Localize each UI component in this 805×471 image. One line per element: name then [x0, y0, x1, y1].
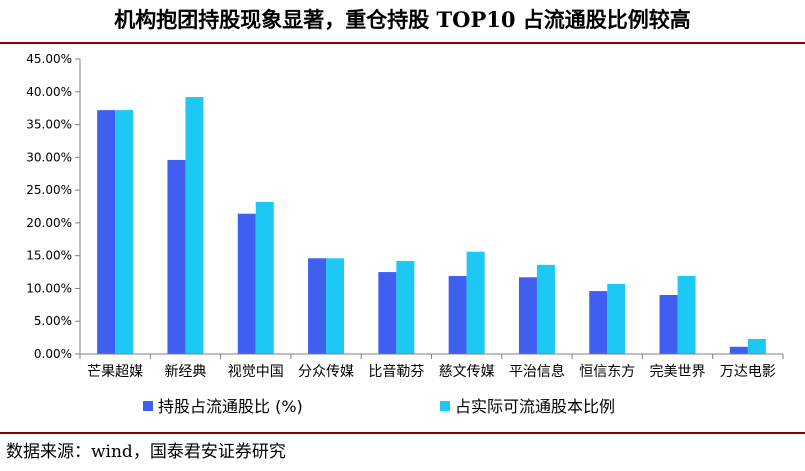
bar — [448, 275, 467, 354]
x-category-label: 慈文传媒 — [439, 364, 495, 380]
bar — [308, 258, 327, 354]
y-tick-label: 5.00% — [34, 314, 72, 328]
x-category-label: 平治信息 — [509, 363, 565, 380]
x-category-label: 新经典 — [164, 364, 206, 380]
bar — [589, 291, 608, 354]
x-category-label: 完美世界 — [650, 364, 706, 380]
y-tick-label: 35.00% — [26, 118, 72, 132]
x-category-label: 恒信东方 — [579, 364, 635, 380]
x-axis: 芒果超媒 新经典 视觉中国 分众传媒 比音勒芬 慈文传媒 平治信息 恒信东方 完美世界 万达电影 — [79, 353, 784, 380]
chart-title: 机构抱团持股现象显著，重仓持股 TOP10 占流通股比例较高 — [114, 7, 691, 32]
x-category-label: 万达电影 — [720, 364, 776, 380]
legend-label: 持股占流通股比 (%) — [158, 397, 303, 416]
title-divider — [0, 42, 805, 44]
legend-label: 占实际可流通股本比例 — [455, 397, 615, 416]
legend-swatch — [143, 401, 153, 411]
y-tick-label: 15.00% — [26, 249, 72, 263]
bar — [115, 110, 134, 354]
y-tick-label: 40.00% — [26, 85, 72, 99]
bar-series — [97, 97, 766, 354]
y-axis: 0.00% 5.00% 10.00% 15.00% 20.00% 25.00% 30.00%… — [26, 52, 81, 361]
bar — [659, 295, 678, 354]
x-category-label: 分众传媒 — [298, 364, 354, 380]
legend-swatch — [440, 401, 450, 411]
source-divider — [0, 432, 805, 434]
bar — [466, 251, 485, 354]
y-tick-label: 45.00% — [26, 52, 72, 66]
chart-legend: 持股占流通股比 (%) 占实际可流通股本比例 — [143, 397, 615, 416]
y-tick-label: 20.00% — [26, 216, 72, 230]
bar — [729, 346, 748, 354]
bar — [677, 275, 696, 354]
bar-chart: 0.00% 5.00% 10.00% 15.00% 20.00% 25.00% 30.00%… — [0, 44, 805, 424]
y-tick-label: 0.00% — [34, 347, 72, 361]
bar — [326, 258, 345, 354]
bar — [185, 97, 204, 354]
bar — [747, 338, 766, 354]
x-category-label: 视觉中国 — [228, 364, 284, 380]
bar — [237, 213, 256, 354]
x-category-label: 比音勒芬 — [368, 363, 424, 380]
bar — [607, 283, 626, 354]
bar — [396, 260, 415, 354]
y-tick-label: 25.00% — [26, 183, 72, 197]
y-tick-label: 10.00% — [26, 281, 72, 295]
data-source-note: 数据来源：wind，国泰君安证券研究 — [6, 442, 286, 462]
bar — [255, 201, 274, 354]
bar — [167, 159, 186, 354]
bar — [536, 264, 555, 354]
bar — [378, 272, 397, 354]
x-category-label: 芒果超媒 — [87, 364, 143, 380]
bar — [518, 277, 537, 354]
bar — [97, 110, 116, 354]
y-tick-label: 30.00% — [26, 150, 72, 164]
chart-canvas: 0.00% 5.00% 10.00% 15.00% 20.00% 25.00% 30.00%… — [26, 52, 784, 416]
